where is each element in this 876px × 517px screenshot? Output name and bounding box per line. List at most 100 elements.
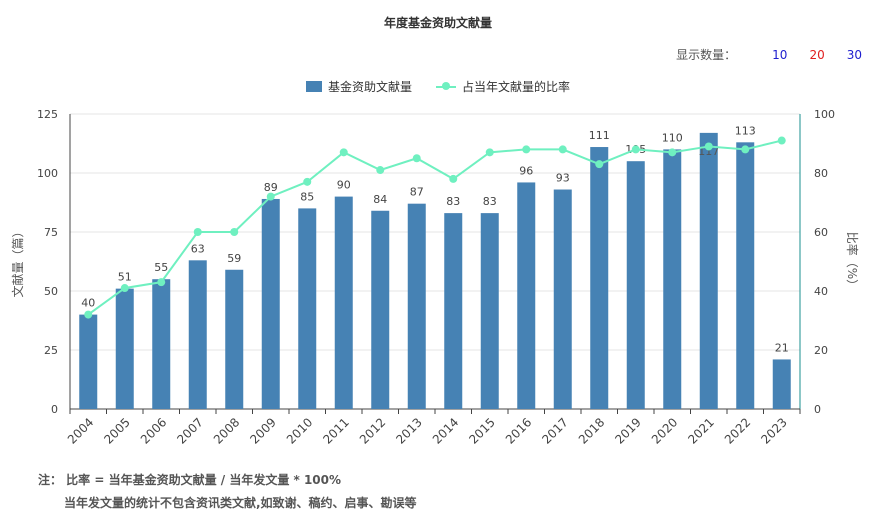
y-left-tick-label: 100: [37, 167, 58, 180]
bar: [444, 213, 463, 409]
bar: [371, 210, 390, 409]
x-tick-label: 2016: [503, 415, 534, 446]
ratio-point: [741, 145, 750, 154]
bar: [480, 213, 499, 409]
ratio-point: [449, 174, 458, 183]
y-right-tick-label: 100: [814, 108, 835, 121]
bar: [736, 142, 755, 409]
x-tick-label: 2006: [138, 415, 169, 446]
note-ratio-formula: 注： 比率 = 当年基金资助文献量 / 当年发文量 * 100%: [38, 473, 342, 487]
bar: [517, 182, 536, 409]
x-tick-label: 2020: [649, 415, 680, 446]
bar-value-label: 83: [446, 195, 460, 208]
display-count-option-20[interactable]: 20: [809, 47, 825, 62]
legend-item-bar[interactable]: 基金资助文献量: [305, 78, 412, 95]
bar: [553, 189, 572, 409]
bar-value-label: 87: [410, 186, 424, 199]
bar-value-label: 83: [483, 195, 497, 208]
legend-line-label: 占当年文献量的比率: [462, 80, 571, 94]
bar-value-label: 63: [191, 242, 205, 255]
ratio-point: [522, 145, 531, 154]
x-tick-label: 2015: [466, 415, 497, 446]
bar: [152, 279, 171, 409]
bar: [663, 149, 682, 409]
bar: [225, 269, 244, 409]
y-left-tick-label: 125: [37, 108, 58, 121]
ratio-point: [412, 154, 421, 163]
x-tick-label: 2022: [722, 415, 753, 446]
x-tick-label: 2017: [539, 415, 570, 446]
bar: [298, 208, 317, 409]
ratio-point: [668, 148, 677, 157]
x-tick-label: 2012: [357, 415, 388, 446]
x-tick-label: 2019: [612, 415, 643, 446]
x-tick-label: 2010: [284, 415, 315, 446]
display-count-label: 显示数量：: [676, 48, 737, 62]
y-right-tick-label: 40: [814, 285, 828, 298]
bar: [699, 132, 718, 409]
bar-value-label: 96: [519, 164, 533, 177]
x-tick-label: 2007: [174, 415, 205, 446]
ratio-point: [120, 284, 129, 293]
y-left-axis-title: 文献量（篇）: [10, 225, 25, 297]
bar-value-label: 21: [775, 341, 789, 354]
legend-bar-swatch: [305, 81, 322, 92]
x-tick-label: 2009: [247, 415, 278, 446]
legend-item-line[interactable]: 占当年文献量的比率: [436, 78, 570, 95]
ratio-point: [193, 228, 202, 236]
bar: [772, 359, 791, 409]
ratio-point: [303, 177, 312, 186]
display-count-option-30[interactable]: 30: [846, 47, 862, 62]
ratio-point: [339, 148, 348, 157]
y-right-axis-title: 比率（%）: [845, 232, 860, 291]
ratio-point: [777, 136, 786, 145]
ratio-line: [87, 139, 782, 316]
ratio-point: [84, 310, 93, 319]
ratio-point: [631, 145, 640, 154]
bar-value-label: 93: [556, 172, 570, 185]
bar: [115, 288, 134, 409]
bar-value-label: 111: [589, 129, 610, 142]
note-exclusion: 当年发文量的统计不包含资讯类文献,如致谢、稿约、启事、勘误等: [64, 496, 417, 510]
x-tick-label: 2021: [685, 415, 716, 446]
y-left-tick-label: 75: [44, 226, 58, 239]
ratio-point: [485, 148, 494, 157]
ratio-point: [558, 145, 567, 154]
display-count-selector: 显示数量： 10 20 30: [676, 46, 862, 63]
display-count-option-10[interactable]: 10: [772, 47, 788, 62]
x-tick-label: 2014: [430, 415, 461, 446]
bar: [261, 198, 280, 409]
chart-title: 年度基金资助文献量: [383, 16, 492, 30]
ratio-point: [230, 228, 239, 236]
y-left-tick-label: 25: [44, 344, 58, 357]
y-right-tick-label: 0: [814, 403, 821, 416]
ratio-point: [595, 160, 604, 169]
x-tick-label: 2018: [576, 415, 607, 446]
bar: [590, 147, 609, 410]
bar: [407, 203, 426, 409]
bar: [79, 314, 98, 409]
legend-line-swatch: [436, 81, 456, 92]
bar-value-label: 85: [300, 190, 314, 203]
x-tick-label: 2023: [758, 415, 789, 446]
y-left-tick-label: 50: [44, 285, 58, 298]
bar-value-label: 113: [735, 124, 756, 137]
bar-value-label: 110: [662, 131, 683, 144]
x-tick-label: 2008: [211, 415, 242, 446]
legend-bar-label: 基金资助文献量: [327, 80, 412, 94]
y-left-tick-label: 0: [51, 403, 58, 416]
bar: [334, 196, 353, 409]
chart-legend: 基金资助文献量 占当年文献量的比率: [0, 78, 876, 95]
bar: [188, 260, 207, 409]
ratio-point: [266, 192, 275, 201]
bar-value-label: 40: [81, 297, 95, 310]
bar-value-label: 89: [264, 181, 278, 194]
x-tick-label: 2004: [65, 415, 96, 446]
ratio-point: [704, 142, 713, 151]
ratio-point: [376, 166, 385, 175]
x-tick-label: 2013: [393, 415, 424, 446]
bar-value-label: 84: [373, 193, 387, 206]
bar-value-label: 51: [118, 271, 132, 284]
x-tick-label: 2011: [320, 415, 351, 446]
